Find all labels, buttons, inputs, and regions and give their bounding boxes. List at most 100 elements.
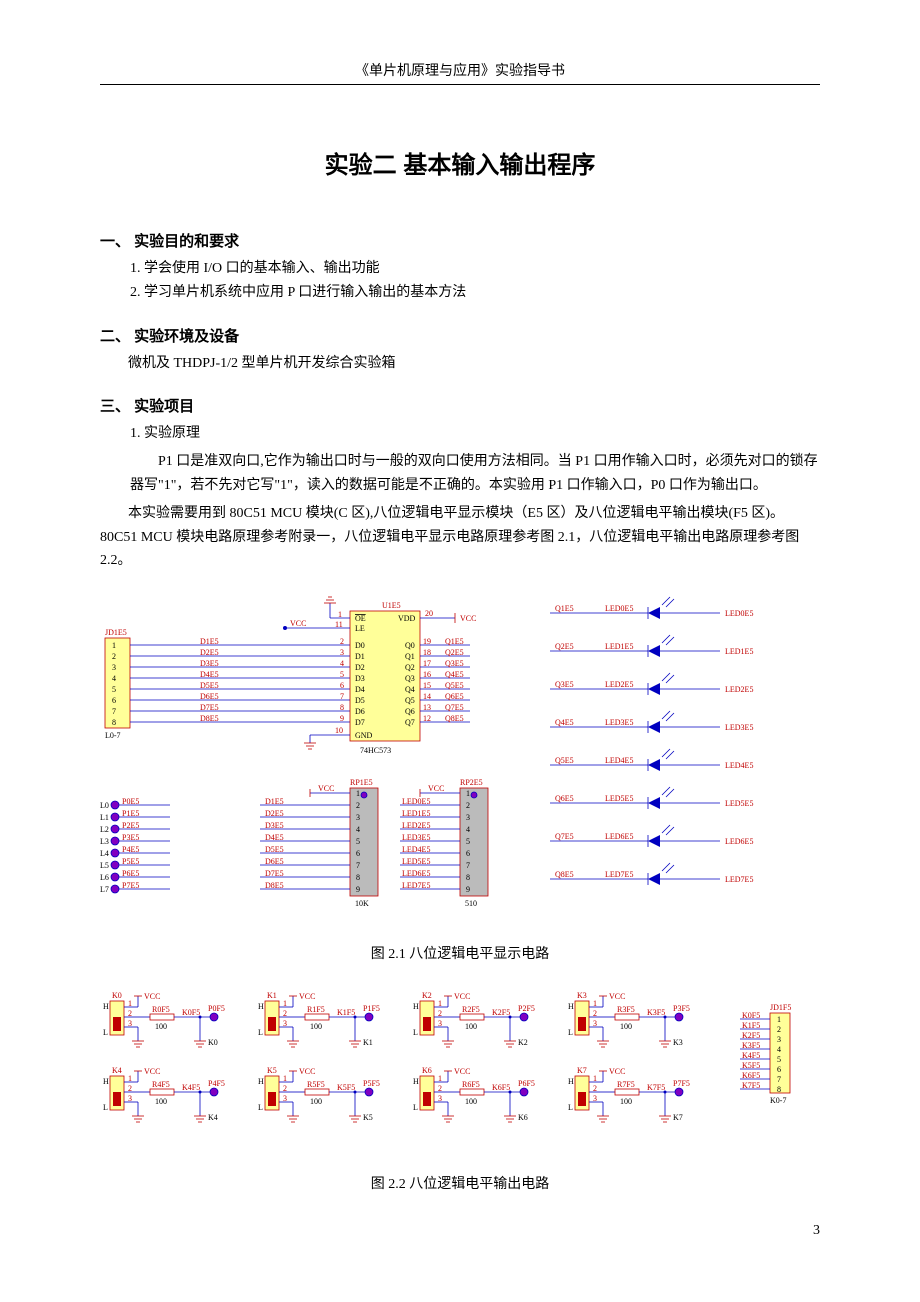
- svg-text:LED1E5: LED1E5: [402, 809, 430, 818]
- section-2-head: 二、 实验环境及设备: [100, 325, 820, 346]
- svg-text:2: 2: [438, 1084, 442, 1093]
- svg-text:D2: D2: [355, 663, 365, 672]
- svg-text:19: 19: [423, 637, 431, 646]
- svg-text:2: 2: [283, 1084, 287, 1093]
- svg-text:1: 1: [466, 789, 470, 798]
- svg-text:VCC: VCC: [454, 1067, 470, 1076]
- svg-text:K4: K4: [208, 1113, 218, 1122]
- svg-text:P6F5: P6F5: [518, 1079, 535, 1088]
- svg-text:K0F5: K0F5: [742, 1011, 760, 1020]
- svg-text:100: 100: [155, 1097, 167, 1106]
- gnd-pin: 10: [335, 726, 343, 735]
- page-number: 3: [100, 1223, 820, 1239]
- svg-text:6: 6: [356, 849, 360, 858]
- svg-text:3: 3: [466, 813, 470, 822]
- svg-text:5: 5: [466, 837, 470, 846]
- svg-text:1: 1: [438, 1074, 442, 1083]
- svg-text:H: H: [568, 1002, 574, 1011]
- svg-text:3: 3: [283, 1019, 287, 1028]
- svg-text:K1: K1: [363, 1038, 373, 1047]
- svg-text:VCC: VCC: [318, 784, 334, 793]
- svg-text:D1E5: D1E5: [200, 637, 219, 646]
- svg-text:100: 100: [465, 1022, 477, 1031]
- svg-text:H: H: [258, 1077, 264, 1086]
- svg-text:5: 5: [777, 1055, 781, 1064]
- svg-text:Q2E5: Q2E5: [555, 642, 574, 651]
- svg-text:7: 7: [340, 692, 344, 701]
- svg-text:VCC: VCC: [144, 992, 160, 1001]
- svg-text:R6F5: R6F5: [462, 1080, 480, 1089]
- svg-text:D6E5: D6E5: [265, 857, 284, 866]
- svg-text:3: 3: [283, 1094, 287, 1103]
- svg-text:4: 4: [466, 825, 470, 834]
- svg-text:D5: D5: [355, 696, 365, 705]
- svg-text:D8E5: D8E5: [200, 714, 219, 723]
- svg-text:2: 2: [128, 1009, 132, 1018]
- svg-text:R0F5: R0F5: [152, 1005, 170, 1014]
- svg-text:K5F5: K5F5: [337, 1083, 355, 1092]
- svg-text:P0E5: P0E5: [122, 797, 139, 806]
- svg-text:LED3E5: LED3E5: [725, 723, 753, 732]
- svg-text:3: 3: [112, 663, 116, 672]
- svg-text:K6: K6: [422, 1066, 432, 1075]
- svg-text:Q3E5: Q3E5: [555, 680, 574, 689]
- svg-text:1: 1: [112, 641, 116, 650]
- svg-text:Q2E5: Q2E5: [445, 648, 464, 657]
- svg-text:Q0: Q0: [405, 641, 415, 650]
- svg-text:LED2E5: LED2E5: [605, 680, 633, 689]
- svg-text:LED1E5: LED1E5: [605, 642, 633, 651]
- svg-text:L4: L4: [100, 849, 109, 858]
- svg-text:D8E5: D8E5: [265, 881, 284, 890]
- oe-pin: 1: [338, 610, 342, 619]
- vcc-right: VCC: [460, 614, 476, 623]
- svg-text:K1F5: K1F5: [337, 1008, 355, 1017]
- vcc-le: VCC: [290, 619, 306, 628]
- svg-text:100: 100: [310, 1022, 322, 1031]
- svg-text:K3: K3: [577, 991, 587, 1000]
- svg-text:P7E5: P7E5: [122, 881, 139, 890]
- svg-text:1: 1: [593, 1074, 597, 1083]
- svg-text:2: 2: [340, 637, 344, 646]
- le-pin: 11: [335, 620, 343, 629]
- svg-text:4: 4: [112, 674, 116, 683]
- svg-text:P0F5: P0F5: [208, 1004, 225, 1013]
- svg-text:D1: D1: [355, 652, 365, 661]
- svg-text:VCC: VCC: [428, 784, 444, 793]
- svg-text:Q4: Q4: [405, 685, 415, 694]
- svg-text:K4: K4: [112, 1066, 122, 1075]
- svg-text:VCC: VCC: [144, 1067, 160, 1076]
- svg-text:100: 100: [465, 1097, 477, 1106]
- svg-text:D4E5: D4E5: [200, 670, 219, 679]
- svg-text:Q6E5: Q6E5: [555, 794, 574, 803]
- le-label: LE: [355, 624, 365, 633]
- svg-text:LED0E5: LED0E5: [605, 604, 633, 613]
- svg-text:VCC: VCC: [454, 992, 470, 1001]
- svg-text:3: 3: [128, 1094, 132, 1103]
- svg-text:L2: L2: [100, 825, 109, 834]
- svg-text:D4E5: D4E5: [265, 833, 284, 842]
- svg-text:LED3E5: LED3E5: [402, 833, 430, 842]
- svg-text:K7F5: K7F5: [647, 1083, 665, 1092]
- svg-text:L: L: [103, 1028, 108, 1037]
- svg-text:100: 100: [620, 1022, 632, 1031]
- svg-text:9: 9: [356, 885, 360, 894]
- svg-text:LED6E5: LED6E5: [605, 832, 633, 841]
- svg-text:14: 14: [423, 692, 431, 701]
- svg-text:3: 3: [777, 1035, 781, 1044]
- svg-text:L3: L3: [100, 837, 109, 846]
- fig2-caption: 图 2.2 八位逻辑电平输出电路: [100, 1173, 820, 1193]
- svg-text:LED5E5: LED5E5: [605, 794, 633, 803]
- svg-text:K6: K6: [518, 1113, 528, 1122]
- svg-text:D7: D7: [355, 718, 365, 727]
- svg-text:15: 15: [423, 681, 431, 690]
- svg-text:D3E5: D3E5: [200, 659, 219, 668]
- svg-text:1: 1: [438, 999, 442, 1008]
- svg-text:5: 5: [356, 837, 360, 846]
- chip-ref: U1E5: [382, 601, 401, 610]
- svg-text:P1E5: P1E5: [122, 809, 139, 818]
- svg-text:LED7E5: LED7E5: [605, 870, 633, 879]
- s1-item-1: 1. 学会使用 I/O 口的基本输入、输出功能: [130, 257, 820, 281]
- svg-text:2: 2: [283, 1009, 287, 1018]
- conn-label: JD1E5: [105, 628, 127, 637]
- svg-text:2: 2: [466, 801, 470, 810]
